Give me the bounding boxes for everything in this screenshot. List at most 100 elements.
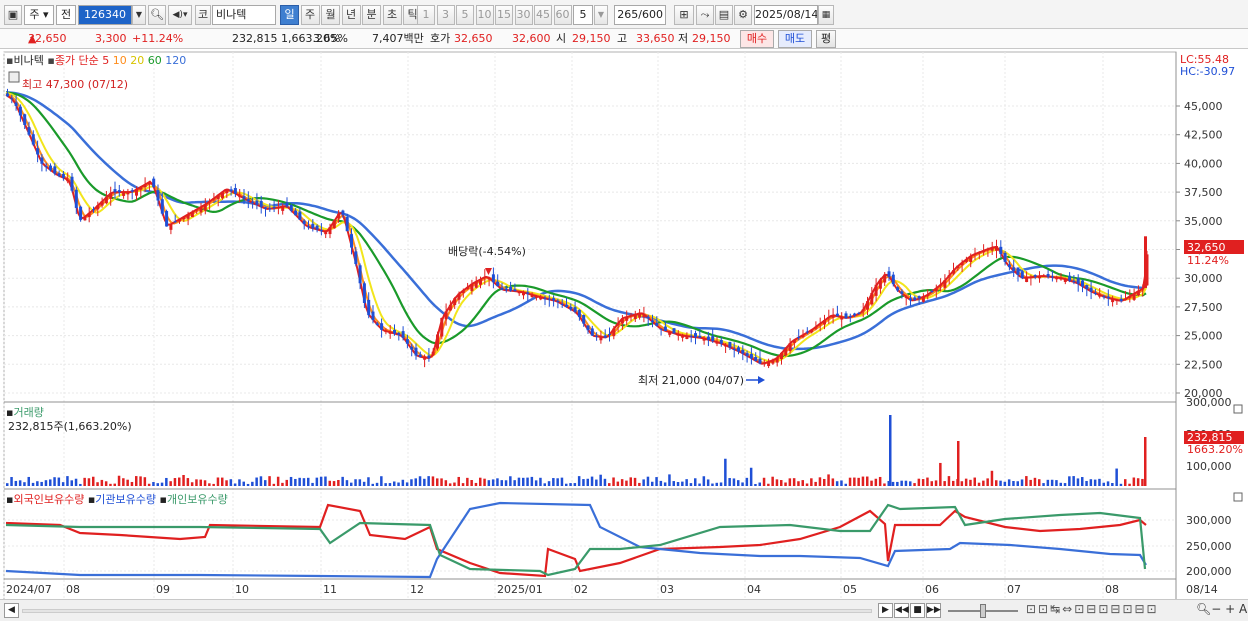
stock-code-input[interactable]: 126340 xyxy=(78,5,132,25)
volume-bar xyxy=(582,479,585,486)
volume-bar xyxy=(31,482,35,486)
candle-body xyxy=(986,249,990,251)
volume-bar xyxy=(483,478,486,486)
buy-button[interactable]: 매수 xyxy=(740,30,774,48)
interval-button-3[interactable]: 3 xyxy=(436,5,455,25)
line-tool-icon[interactable]: ⤳ xyxy=(696,5,714,25)
eval-button[interactable]: 평 xyxy=(816,30,836,48)
volume-bar xyxy=(79,483,82,486)
rewind-icon[interactable]: ◀◀ xyxy=(894,603,909,618)
volume-bar xyxy=(534,480,538,486)
volume-bar xyxy=(543,483,546,486)
period-tab-4[interactable]: 분 xyxy=(362,5,381,25)
volume-bar xyxy=(973,477,976,486)
interval-button-45[interactable]: 45 xyxy=(534,5,552,25)
candle-body xyxy=(633,314,637,319)
candle-body xyxy=(599,337,603,341)
volume-bar xyxy=(668,474,671,486)
layout-icon[interactable]: ▣ xyxy=(4,5,22,25)
interval-button-1[interactable]: 1 xyxy=(417,5,435,25)
stock-chart[interactable]: 45,00042,50040,00037,50035,00032,50030,0… xyxy=(0,49,1248,599)
speaker-icon[interactable]: ◀)▾ xyxy=(168,5,192,25)
candle-body xyxy=(878,279,882,289)
interval-button-15[interactable]: 15 xyxy=(495,5,513,25)
volume-bar xyxy=(513,480,516,486)
interval-dropdown-icon[interactable]: ▼ xyxy=(594,5,608,25)
candle-body xyxy=(818,323,822,325)
zoom-controls[interactable]: 🔍︎− + A xyxy=(1196,602,1248,616)
high-annotation: 최고 47,300 (07/12) xyxy=(22,78,128,91)
bottom-toolbar: ◀ ▶ ◀◀ ■ ▶▶ ⊡⊡↹⇔⊡⊟⊡⊟⊡⊟⊡ 🔍︎− + A xyxy=(0,599,1248,621)
period-select[interactable]: 주 ▾ xyxy=(24,5,54,25)
volume-bar xyxy=(878,476,882,486)
code-dropdown-icon[interactable]: ▼ xyxy=(132,5,146,25)
high-label: 고 xyxy=(617,32,628,45)
interval-button-10[interactable]: 10 xyxy=(475,5,494,25)
candle-body xyxy=(1081,280,1084,287)
candle-body xyxy=(874,284,878,296)
horizontal-scrollbar[interactable] xyxy=(22,609,872,613)
candle-body xyxy=(414,347,418,356)
scroll-left-icon[interactable]: ◀ xyxy=(4,603,19,618)
stop-icon[interactable]: ■ xyxy=(910,603,925,618)
period-tab-0[interactable]: 일 xyxy=(280,5,299,25)
price-legend: ▪비나텍 ▪종가 단순 5 10 20 60 120 xyxy=(6,52,186,68)
search-icon[interactable]: 🔍︎ xyxy=(148,5,166,25)
forward-icon[interactable]: ▶▶ xyxy=(926,603,941,618)
volume-bar xyxy=(345,480,349,486)
interval-value[interactable]: 5 xyxy=(573,5,593,25)
legend-foreign[interactable]: 외국인보유수량 xyxy=(13,493,85,506)
candle-body xyxy=(328,226,332,235)
stock-name-field[interactable]: 비나텍 xyxy=(212,5,276,25)
volume-bar xyxy=(1141,478,1144,486)
low-price: 29,150 xyxy=(692,32,731,45)
volume-bar xyxy=(109,483,112,486)
gear-icon[interactable]: ⚙ xyxy=(734,5,752,25)
sell-button[interactable]: 매도 xyxy=(778,30,812,48)
volume-bar xyxy=(152,482,155,486)
candle-body xyxy=(590,328,594,336)
legend-ma60[interactable]: 60 xyxy=(147,54,162,67)
candle-body xyxy=(857,312,861,314)
volume-pane-close-icon[interactable] xyxy=(1233,404,1243,414)
volume-bar xyxy=(517,477,521,486)
period-tab-3[interactable]: 년 xyxy=(341,5,361,25)
legend-stock-name[interactable]: 비나텍 xyxy=(13,54,44,67)
interval-button-60[interactable]: 60 xyxy=(553,5,572,25)
volume-bar xyxy=(457,476,460,486)
legend-ma20[interactable]: 20 xyxy=(130,54,145,67)
volume-bar xyxy=(233,483,237,486)
tool-icons[interactable]: ⊡⊡↹⇔⊡⊟⊡⊟⊡⊟⊡ xyxy=(1026,602,1159,616)
prev-button[interactable]: 전 xyxy=(56,5,76,25)
volume-bar xyxy=(143,477,147,486)
legend-ma5[interactable]: 5 xyxy=(102,54,110,67)
interval-button-30[interactable]: 30 xyxy=(514,5,533,25)
candle-body xyxy=(1102,296,1106,298)
interval-button-5[interactable]: 5 xyxy=(456,5,474,25)
period-tab-5[interactable]: 초 xyxy=(382,5,402,25)
save-icon[interactable]: ▤ xyxy=(715,5,733,25)
scroll-right-icon[interactable]: ▶ xyxy=(878,603,893,618)
holding-pane-close-icon[interactable] xyxy=(1233,492,1243,502)
volume-bar xyxy=(221,477,224,486)
volume-bar xyxy=(603,478,607,486)
period-tab-2[interactable]: 월 xyxy=(321,5,340,25)
volume-bar xyxy=(203,480,207,486)
volume-bar xyxy=(375,482,379,486)
period-tab-1[interactable]: 주 xyxy=(300,5,320,25)
legend-ma10[interactable]: 10 xyxy=(112,54,127,67)
calendar-icon[interactable]: ▦ xyxy=(818,5,834,25)
candle-body xyxy=(10,98,14,100)
legend-individual[interactable]: 개인보유수량 xyxy=(166,493,228,506)
count-field[interactable]: 265/600 xyxy=(614,5,666,25)
volume-title[interactable]: 거래량 xyxy=(13,406,44,419)
legend-ma-prefix[interactable]: 종가 단순 xyxy=(54,54,99,67)
zoom-slider-handle[interactable] xyxy=(980,604,986,618)
legend-ma120[interactable]: 120 xyxy=(165,54,187,67)
candle-body xyxy=(423,357,427,360)
legend-institution[interactable]: 기관보유수량 xyxy=(95,493,157,506)
date-field[interactable]: 2025/08/14 xyxy=(754,5,818,25)
candle-type-icon[interactable]: ⊞ xyxy=(674,5,694,25)
x-tick-label: 11 xyxy=(323,583,337,596)
volume-bar xyxy=(311,482,314,486)
